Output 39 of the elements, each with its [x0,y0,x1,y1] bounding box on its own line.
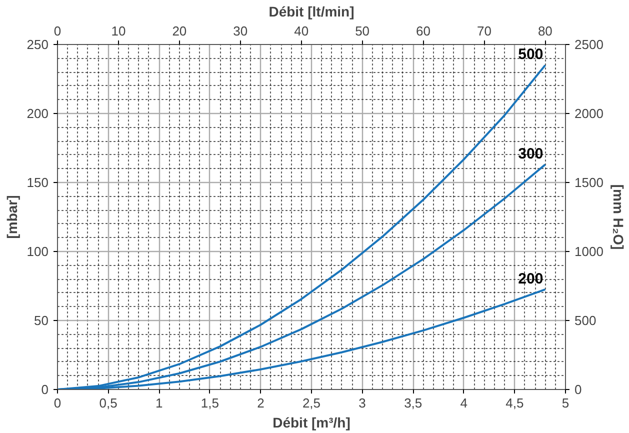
y-tick-label: 150 [26,175,49,190]
y-tick-label: 250 [26,37,49,52]
y-tick-label: 100 [26,244,49,259]
x-tick-label: 2,5 [302,396,321,410]
x-tick-label: 1 [155,396,163,410]
y2-tick-label: 500 [574,313,596,328]
x-tick-label: 3 [358,396,366,410]
x2-axis-title: Débit [lt/min] [268,4,354,20]
x-tick-label: 1,5 [200,396,219,410]
series-label: 200 [518,270,544,288]
y-tick-label: 200 [26,106,49,121]
x2-tick-label: 30 [233,24,248,38]
x2-tick-label: 80 [538,24,552,38]
series-label: 300 [518,146,544,163]
y2-tick-label: 2000 [574,106,604,121]
x2-tick-label: 10 [111,24,126,38]
x-tick-label: 2 [257,396,264,410]
x2-tick-label: 0 [54,24,62,38]
y2-tick-label: 0 [574,382,582,397]
x2-tick-label: 70 [476,24,492,38]
x-tick-label: 0 [54,396,62,410]
y-tick-label: 0 [41,382,49,397]
y2-tick-label: 2500 [574,37,604,52]
x-axis-title: Débit [m³/h] [272,414,350,430]
y-tick-label: 50 [34,313,49,328]
x2-tick-label: 60 [416,24,430,38]
x-tick-label: 0,5 [99,396,118,410]
x2-tick-label: 50 [355,24,370,38]
x-tick-label: 4 [460,396,468,410]
y2-axis-title: [mm H₂O] [610,184,626,250]
x-tick-label: 5 [562,396,570,410]
x-tick-label: 4,5 [506,396,524,410]
y-axis-title: [mbar] [4,195,20,239]
y2-tick-label: 1500 [574,175,604,190]
x2-tick-label: 20 [172,24,187,38]
x2-tick-label: 40 [294,24,309,38]
x-tick-label: 3,5 [404,396,422,410]
series-label: 500 [518,46,544,64]
y2-tick-label: 1000 [574,244,604,259]
